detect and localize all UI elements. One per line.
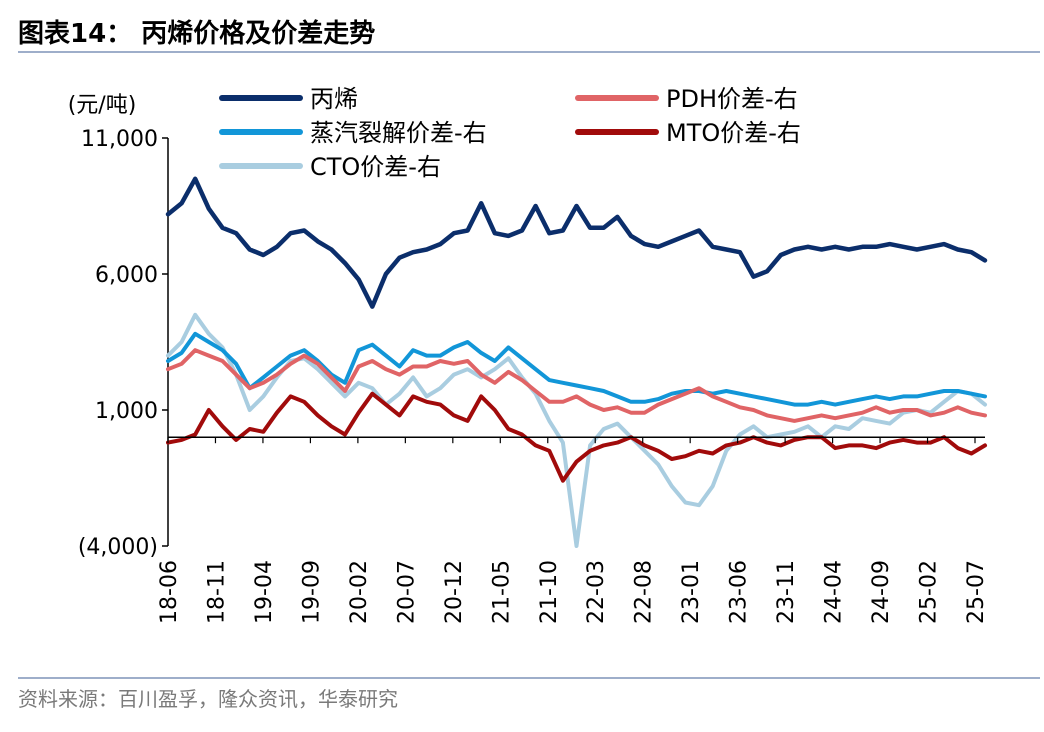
x-tick-label: 18-06 — [157, 560, 182, 624]
legend-label-steam: 蒸汽裂解价差-右 — [310, 119, 487, 147]
series-line-steam — [166, 331, 987, 407]
series-line-pdh — [166, 348, 987, 423]
source-note: 资料来源：百川盈孚，隆众资讯，华泰研究 — [18, 687, 398, 711]
page-title: 图表14： 丙烯价格及价差走势 — [18, 18, 375, 49]
x-tick-label: 22-08 — [632, 560, 657, 624]
legend-label-pdh: PDH价差-右 — [666, 85, 798, 113]
x-tick-label: 21-10 — [537, 560, 562, 624]
legend-label-mto: MTO价差-右 — [666, 119, 801, 147]
y-tick-label: (4,000) — [78, 535, 158, 560]
series-line-cto — [166, 312, 987, 548]
series-line-propylene — [165, 176, 988, 309]
legend-label-cto: CTO价差-右 — [310, 153, 441, 181]
y-axis-label: (元/吨) — [68, 93, 137, 118]
x-tick-label: 25-07 — [964, 560, 989, 624]
x-tick-label: 23-06 — [727, 560, 752, 624]
y-axis: 11,000 6,000 1,000 (4,000) — [78, 127, 169, 560]
y-tick-label: 1,000 — [95, 399, 158, 424]
x-tick-label: 24-04 — [822, 560, 847, 624]
x-tick-label: 20-07 — [394, 560, 419, 624]
x-tick-label: 20-02 — [347, 560, 372, 624]
x-tick-label: 23-11 — [774, 560, 799, 624]
x-tick-label: 21-05 — [489, 560, 514, 624]
x-tick-label: 19-04 — [252, 560, 277, 624]
y-tick-label: 11,000 — [81, 127, 158, 152]
x-tick-label: 22-03 — [584, 560, 609, 624]
x-tick-label: 19-09 — [299, 560, 324, 624]
x-axis: 18-06 18-11 19-04 19-09 20-02 20-07 20-12 21-05… — [157, 436, 989, 624]
series-layer — [165, 176, 988, 548]
series-line-mto — [166, 391, 987, 483]
y-tick-label: 6,000 — [95, 263, 158, 288]
x-tick-label: 18-11 — [204, 560, 229, 624]
x-tick-label: 20-12 — [442, 560, 467, 624]
legend-label-propylene: 丙烯 — [310, 85, 358, 113]
x-tick-label: 23-01 — [679, 560, 704, 624]
x-tick-label: 25-02 — [917, 560, 942, 624]
x-tick-label: 24-09 — [869, 560, 894, 624]
